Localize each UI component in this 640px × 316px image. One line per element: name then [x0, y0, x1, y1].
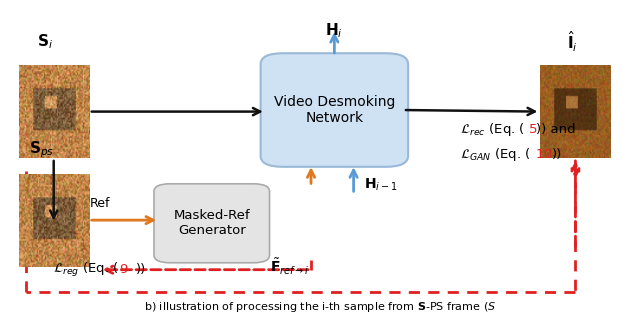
Text: $\mathbf{H}_i$: $\mathbf{H}_i$ [325, 21, 343, 40]
Text: Ref: Ref [90, 197, 110, 210]
Text: $10$: $10$ [535, 148, 553, 161]
Text: Video Desmoking
Network: Video Desmoking Network [274, 95, 395, 125]
Text: $\mathcal{L}_{reg}$ (Eq. (: $\mathcal{L}_{reg}$ (Eq. ( [53, 261, 119, 279]
Text: $\hat{\mathbf{I}}_i$: $\hat{\mathbf{I}}_i$ [567, 29, 578, 54]
Text: $\mathbf{S}_{ps}$: $\mathbf{S}_{ps}$ [29, 140, 54, 161]
Text: $\mathbf{S}_i$: $\mathbf{S}_i$ [37, 32, 53, 51]
Text: $\mathcal{L}_{rec}$ (Eq. (: $\mathcal{L}_{rec}$ (Eq. ( [461, 121, 525, 138]
Text: $\tilde{\mathbf{F}}_{ref\rightarrow i}$: $\tilde{\mathbf{F}}_{ref\rightarrow i}$ [270, 257, 310, 276]
Text: $9$: $9$ [119, 263, 129, 276]
FancyBboxPatch shape [154, 184, 269, 263]
Text: $5$: $5$ [527, 123, 537, 136]
FancyBboxPatch shape [260, 53, 408, 167]
Text: )) and: )) and [536, 123, 575, 136]
Text: )): )) [136, 263, 147, 276]
Text: $\mathbf{H}_{i-1}$: $\mathbf{H}_{i-1}$ [364, 177, 397, 193]
Text: b) illustration of processing the i-th sample from $\mathbf{S}$-PS frame ($S$: b) illustration of processing the i-th s… [144, 300, 496, 314]
Text: )): )) [552, 148, 562, 161]
Text: $\mathcal{L}_{GAN}$ (Eq. (: $\mathcal{L}_{GAN}$ (Eq. ( [461, 146, 531, 163]
Text: Masked-Ref
Generator: Masked-Ref Generator [173, 209, 250, 237]
